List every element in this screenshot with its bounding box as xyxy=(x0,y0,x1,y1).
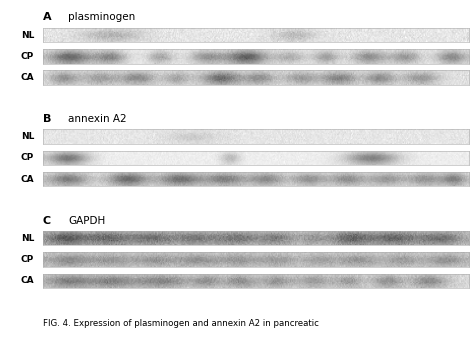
Text: CP: CP xyxy=(21,255,34,264)
Text: NL: NL xyxy=(21,31,34,40)
Text: GAPDH: GAPDH xyxy=(68,216,106,226)
Text: B: B xyxy=(43,114,51,124)
Text: NL: NL xyxy=(21,234,34,243)
Text: NL: NL xyxy=(21,132,34,141)
Text: A: A xyxy=(43,12,51,22)
Text: CA: CA xyxy=(20,276,34,285)
Text: CP: CP xyxy=(21,154,34,162)
Text: plasminogen: plasminogen xyxy=(68,12,136,22)
Text: C: C xyxy=(43,216,51,226)
Text: CA: CA xyxy=(20,175,34,184)
Text: CP: CP xyxy=(21,52,34,61)
Text: CA: CA xyxy=(20,73,34,82)
Text: FIG. 4. Expression of plasminogen and annexin A2 in pancreatic: FIG. 4. Expression of plasminogen and an… xyxy=(43,318,319,327)
Text: annexin A2: annexin A2 xyxy=(68,114,127,124)
